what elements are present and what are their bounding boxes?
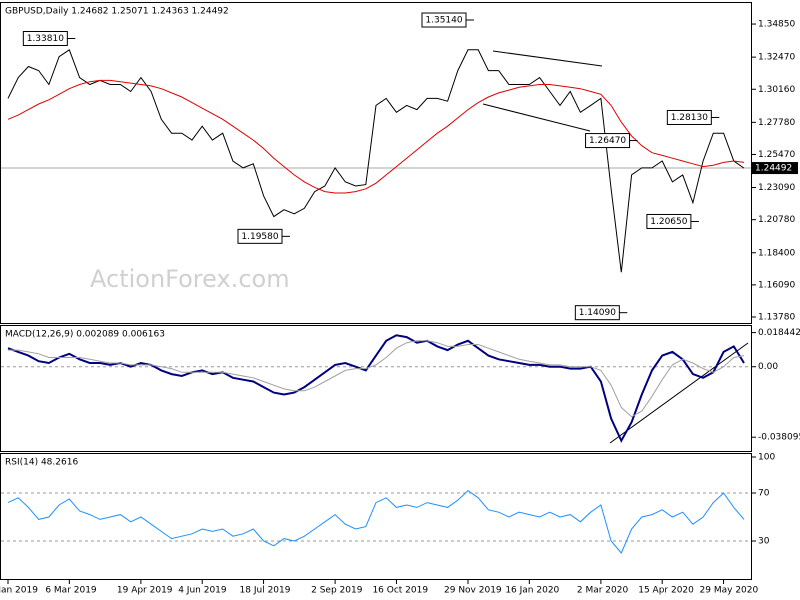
y-tick-label: 1.32470 [758, 53, 795, 63]
x-tick-label: 29 May 2020 [700, 586, 759, 596]
annotation-box [574, 305, 620, 321]
watermark: ActionForex.com [90, 265, 290, 293]
series-line [7, 489, 745, 554]
x-tick-label: 2 Mar 2020 [577, 586, 629, 596]
annotation-box [22, 31, 68, 47]
trend-line [609, 342, 749, 444]
trend-line [492, 50, 603, 67]
trend-line [482, 103, 591, 132]
y-tick-label: 1.34850 [758, 20, 795, 30]
x-tick-label: 29 Nov 2019 [444, 586, 502, 596]
series-line [8, 340, 745, 418]
y-tick-label: 1.13780 [758, 312, 795, 322]
x-tick-label: 15 Apr 2020 [638, 586, 694, 596]
chart-title: GBPUSD,Daily 1.24682 1.25071 1.24363 1.2… [5, 7, 229, 17]
x-tick-label: 18 Jul 2019 [240, 586, 291, 596]
annotation-box [421, 12, 467, 28]
series-line [7, 334, 745, 443]
y-tick-label: 1.23090 [758, 183, 795, 193]
series-line [7, 79, 745, 194]
y-tick-label: 1.18400 [758, 248, 795, 258]
annotation-box [237, 228, 283, 244]
y-tick-label: -0.038095 [758, 433, 800, 443]
x-tick-label: 2 Sep 2019 [311, 586, 363, 596]
x-tick-label: 16 Oct 2019 [372, 586, 428, 596]
annotation-label: 1.19580 [241, 232, 278, 242]
macd-panel [0, 325, 752, 452]
y-tick-label: 1.27780 [758, 118, 795, 128]
rsi-title: RSI(14) 48.2616 [5, 458, 78, 468]
y-tick-label: 30 [758, 537, 770, 547]
macd-title: MACD(12,26,9) 0.002089 0.006163 [5, 330, 165, 340]
x-tick-label: 21 Jan 2019 [0, 586, 38, 596]
x-tick-label: 16 Jan 2020 [505, 586, 559, 596]
annotation-label: 1.14090 [579, 308, 616, 318]
rsi-panel [0, 453, 752, 580]
last-price-label: 1.24492 [755, 164, 792, 174]
annotation-label: 1.20650 [650, 217, 687, 227]
price-panel [0, 2, 752, 324]
series-line [7, 49, 745, 273]
y-tick-label: 1.16090 [758, 280, 795, 290]
last-price-box [752, 162, 798, 175]
annotation-box [646, 213, 692, 229]
y-tick-label: 1.30160 [758, 85, 795, 95]
y-tick-label: 70 [758, 489, 770, 499]
y-tick-label: 0.00 [758, 362, 778, 372]
annotation-label: 1.28130 [671, 113, 708, 123]
annotation-label: 1.26470 [589, 136, 626, 146]
annotation-box [585, 133, 631, 149]
x-tick-label: 6 Mar 2019 [45, 586, 97, 596]
annotation-box [666, 109, 712, 125]
y-tick-label: 100 [758, 453, 775, 463]
annotation-label: 1.35140 [425, 16, 462, 26]
x-tick-label: 19 Apr 2019 [117, 586, 173, 596]
y-tick-label: 1.20780 [758, 215, 795, 225]
y-tick-label: 0.018442 [758, 328, 800, 338]
annotation-label: 1.33810 [27, 34, 64, 44]
y-tick-label: 1.25470 [758, 150, 795, 160]
x-tick-label: 4 Jun 2019 [178, 586, 227, 596]
